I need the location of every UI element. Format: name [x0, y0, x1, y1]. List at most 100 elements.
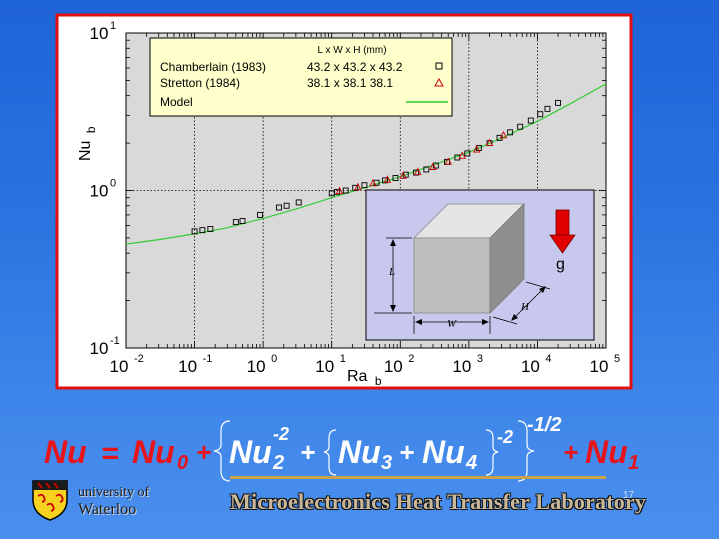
- legend-entry-stretton: Stretton (1984): [160, 76, 240, 90]
- chamberlain-point: [232, 219, 239, 226]
- stretton-point: [354, 182, 362, 191]
- x-tick-exponent: 2: [408, 353, 414, 365]
- x-axis-label-sub: b: [375, 374, 382, 388]
- y-tick-exponent: 1: [110, 20, 116, 32]
- dim-h-line: [512, 287, 545, 320]
- y-tick-label: 10: [90, 24, 109, 43]
- chamberlain-point: [361, 182, 368, 189]
- gravity-arrow-head: [549, 234, 576, 254]
- page-number: 17: [623, 490, 635, 501]
- x-tick-label: 10: [110, 357, 129, 376]
- eq-nu4-sub: 4: [465, 452, 477, 474]
- inner-brace-right: [485, 429, 499, 476]
- inner-brace-left: [323, 429, 337, 476]
- legend-triangle-marker: [434, 77, 444, 87]
- chamberlain-point: [392, 175, 399, 181]
- dim-w-arrow-left: [415, 319, 422, 325]
- eq-plus-1: +: [196, 437, 211, 467]
- legend-dims-stretton: 38.1 x 38.1 38.1: [307, 76, 393, 90]
- stretton-point: [444, 157, 452, 165]
- legend-box: [149, 37, 453, 117]
- eq-plus-2: +: [300, 437, 315, 467]
- stretton-point: [399, 171, 407, 179]
- eq-plus-3: +: [399, 437, 414, 467]
- eq-nu3: Nu: [338, 434, 381, 470]
- x-tick-exponent: 5: [614, 353, 620, 365]
- y-axis-label-sub: b: [84, 126, 98, 133]
- chamberlain-point: [413, 169, 420, 176]
- eq-nu1: Nu: [585, 434, 628, 470]
- eq-nu1-sub: 1: [628, 452, 639, 474]
- chamberlain-point: [432, 162, 439, 169]
- x-tick-label: 10: [590, 357, 609, 376]
- university-name: university of Waterloo: [78, 484, 149, 518]
- chamberlain-point: [191, 228, 198, 235]
- chamberlain-point: [199, 227, 206, 234]
- data-points: [191, 99, 562, 235]
- x-tick-exponent: 4: [545, 353, 551, 365]
- chamberlain-point: [555, 99, 562, 106]
- gravity-arrow-shaft: [555, 209, 570, 236]
- x-tick-exponent: -2: [134, 353, 144, 365]
- legend-entry-model: Model: [160, 95, 193, 109]
- university-crest-icon: [32, 480, 68, 521]
- chamberlain-point: [239, 218, 246, 224]
- axis-ticks: 10 -2 10 -1 10 0 10 1 10 2 10 3 10 4 10 510 110 010 -1: [90, 20, 621, 376]
- model-equation: Nu = Nu 0 + Nu 2 -2 + Nu 3 + Nu 4 -2 -1/…: [44, 414, 639, 482]
- chamberlain-point: [334, 188, 341, 195]
- stretton-point: [383, 175, 392, 183]
- dim-l-label: L: [388, 266, 395, 278]
- eq-plus-4: +: [563, 437, 578, 467]
- chamberlain-point: [275, 204, 282, 211]
- dim-h-label: H: [520, 301, 530, 313]
- cube-front: [413, 237, 491, 314]
- chamberlain-point: [382, 177, 389, 184]
- x-tick-label: 10: [452, 357, 471, 376]
- eq-nu: Nu: [44, 434, 87, 470]
- dim-h-ext-top: [525, 281, 551, 290]
- legend-header: L x W x H (mm): [317, 45, 386, 56]
- dim-l-arrow-top: [390, 239, 396, 246]
- dim-w-arrow-right: [482, 319, 489, 325]
- svg-text:Ra b: Ra b: [347, 368, 382, 388]
- chamberlain-point: [527, 117, 534, 124]
- gravity-label: g: [556, 256, 565, 273]
- chamberlain-point: [507, 129, 514, 136]
- chamberlain-point: [207, 225, 214, 232]
- y-axis-label: Nu b: [77, 126, 98, 161]
- stretton-point: [485, 138, 494, 147]
- chamberlain-point: [544, 105, 551, 112]
- stretton-point: [429, 162, 437, 170]
- dim-l-arrow-bottom: [390, 305, 396, 312]
- x-tick-exponent: 1: [340, 353, 346, 365]
- x-axis-label: Ra b: [347, 368, 382, 388]
- chamberlain-point: [517, 123, 524, 130]
- chamberlain-point: [257, 211, 263, 218]
- y-tick-exponent: 0: [110, 178, 116, 190]
- eq-nu2-sub: 2: [272, 452, 284, 474]
- stretton-point: [369, 178, 377, 187]
- inset-diagram: L W H g: [365, 189, 595, 341]
- dim-h-arrow-top: [539, 286, 546, 293]
- legend-dims-chamberlain: 43.2 x 43.2 x 43.2: [307, 60, 403, 74]
- y-tick-label: 10: [90, 339, 109, 358]
- chamberlain-point: [352, 184, 359, 191]
- eq-nu2: Nu: [229, 434, 272, 470]
- eq-equals: =: [101, 437, 119, 470]
- x-axis-label-base: Ra: [347, 368, 368, 385]
- footer-divider: [230, 476, 606, 479]
- x-tick-exponent: 3: [477, 353, 483, 365]
- dim-h-ext-bottom: [492, 316, 518, 325]
- legend-square-marker: [435, 62, 443, 70]
- chamberlain-point: [283, 202, 290, 209]
- eq-nu3-sub: 3: [381, 452, 392, 474]
- y-tick-exponent: -1: [110, 335, 120, 347]
- x-tick-exponent: -1: [203, 353, 213, 365]
- stretton-point: [472, 145, 481, 153]
- svg-text:Nu b: Nu b: [77, 126, 98, 161]
- stretton-point: [499, 130, 508, 139]
- y-axis-label-base: Nu: [77, 141, 94, 161]
- cube-side: [489, 203, 525, 314]
